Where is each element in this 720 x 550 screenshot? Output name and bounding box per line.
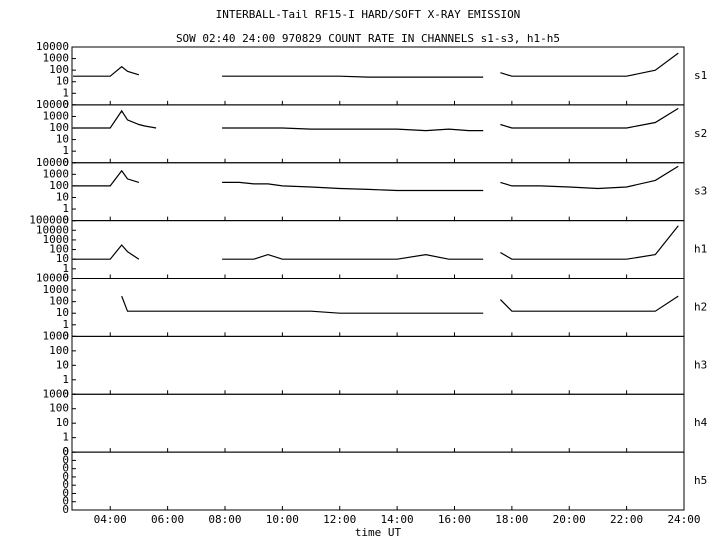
panel-label: h4 (694, 416, 708, 429)
y-tick-label: 10000 (36, 156, 69, 169)
trace (73, 52, 679, 78)
y-tick-label: 100000 (29, 214, 69, 227)
chart-title: INTERBALL-Tail RF15-I HARD/SOFT X-RAY EM… (216, 8, 521, 21)
y-tick-label: 0 (62, 329, 69, 342)
x-tick-label: 12:00 (323, 513, 356, 526)
panel-frame (71, 278, 685, 337)
x-tick-label: 18:00 (495, 513, 528, 526)
y-tick-label: 100 (49, 243, 69, 256)
y-tick-label: 1000 (43, 167, 70, 180)
panel-frame (71, 220, 685, 279)
y-tick-label: 100 (49, 179, 69, 192)
y-tick-label: 0 (62, 486, 69, 499)
y-tick-label: 10 (56, 306, 69, 319)
panel-frame (71, 393, 685, 453)
y-tick-label: 0 (62, 478, 69, 491)
y-tick-label: 0 (62, 445, 69, 458)
trace (121, 295, 679, 314)
trace (73, 225, 679, 260)
x-axis-label: time UT (355, 526, 402, 539)
x-tick-label: 16:00 (438, 513, 471, 526)
x-tick-label: 24:00 (667, 513, 700, 526)
x-tick-label: 22:00 (610, 513, 643, 526)
y-tick-label: 0 (62, 156, 69, 169)
y-tick-label: 10 (56, 416, 69, 429)
y-tick-label: 1 (62, 86, 69, 99)
y-tick-label: 10000 (36, 272, 69, 285)
y-tick-label: 1 (62, 431, 69, 444)
y-tick-label: 10 (56, 252, 69, 265)
y-tick-label: 1 (62, 202, 69, 215)
panel-label: h5 (694, 474, 707, 487)
y-tick-label: 0 (62, 98, 69, 111)
y-tick-label: 10 (56, 358, 69, 371)
trace (73, 165, 679, 192)
y-tick-label: 100 (49, 63, 69, 76)
y-tick-label: 0 (62, 214, 69, 227)
y-tick-label: 1000 (43, 283, 70, 296)
y-tick-label: 1 (62, 373, 69, 386)
panel-label: s2 (694, 127, 707, 140)
y-tick-label: 10000 (36, 223, 69, 236)
x-tick-label: 20:00 (553, 513, 586, 526)
y-tick-label: 0 (62, 445, 69, 458)
y-tick-label: 100 (49, 295, 69, 308)
y-tick-label: 0 (62, 272, 69, 285)
y-tick-label: 1 (62, 262, 69, 275)
panel-frame (71, 335, 685, 395)
panel-frame (71, 162, 685, 222)
y-tick-label: 10000 (36, 98, 69, 111)
y-tick-label: 100 (49, 344, 69, 357)
y-tick-label: 1000 (43, 52, 70, 65)
y-tick-label: 1000 (43, 109, 70, 122)
panel-label: h2 (694, 300, 707, 313)
x-tick-label: 04:00 (94, 513, 127, 526)
y-tick-label: 1 (62, 144, 69, 157)
y-tick-label: 100 (49, 402, 69, 415)
y-tick-label: 0 (62, 387, 69, 400)
panel-frame (71, 104, 685, 164)
y-tick-label: 1000 (43, 329, 70, 342)
panel-label: s3 (694, 185, 707, 198)
chart-subtitle: SOW 02:40 24:00 970829 COUNT RATE IN CHA… (176, 32, 560, 45)
y-tick-label: 100 (49, 121, 69, 134)
y-tick-label: 0 (62, 503, 69, 516)
x-tick-label: 14:00 (381, 513, 414, 526)
y-tick-label: 1000 (43, 233, 70, 246)
y-tick-label: 1000 (43, 387, 70, 400)
y-tick-label: 0 (62, 453, 69, 466)
panel-label: h3 (694, 358, 707, 371)
y-tick-label: 1 (62, 318, 69, 331)
y-tick-label: 0 (62, 462, 69, 475)
y-tick-label: 10000 (36, 40, 69, 53)
y-tick-label: 10 (56, 190, 69, 203)
y-tick-label: 10 (56, 133, 69, 146)
panel-label: h1 (694, 243, 707, 256)
x-tick-label: 08:00 (208, 513, 241, 526)
trace (73, 107, 679, 132)
x-tick-label: 10:00 (266, 513, 299, 526)
x-tick-label: 06:00 (151, 513, 184, 526)
y-tick-label: 10 (56, 75, 69, 88)
panel-frame (71, 451, 685, 511)
y-tick-label: 0 (62, 495, 69, 508)
y-tick-label: 0 (62, 470, 69, 483)
panel-label: s1 (694, 69, 707, 82)
